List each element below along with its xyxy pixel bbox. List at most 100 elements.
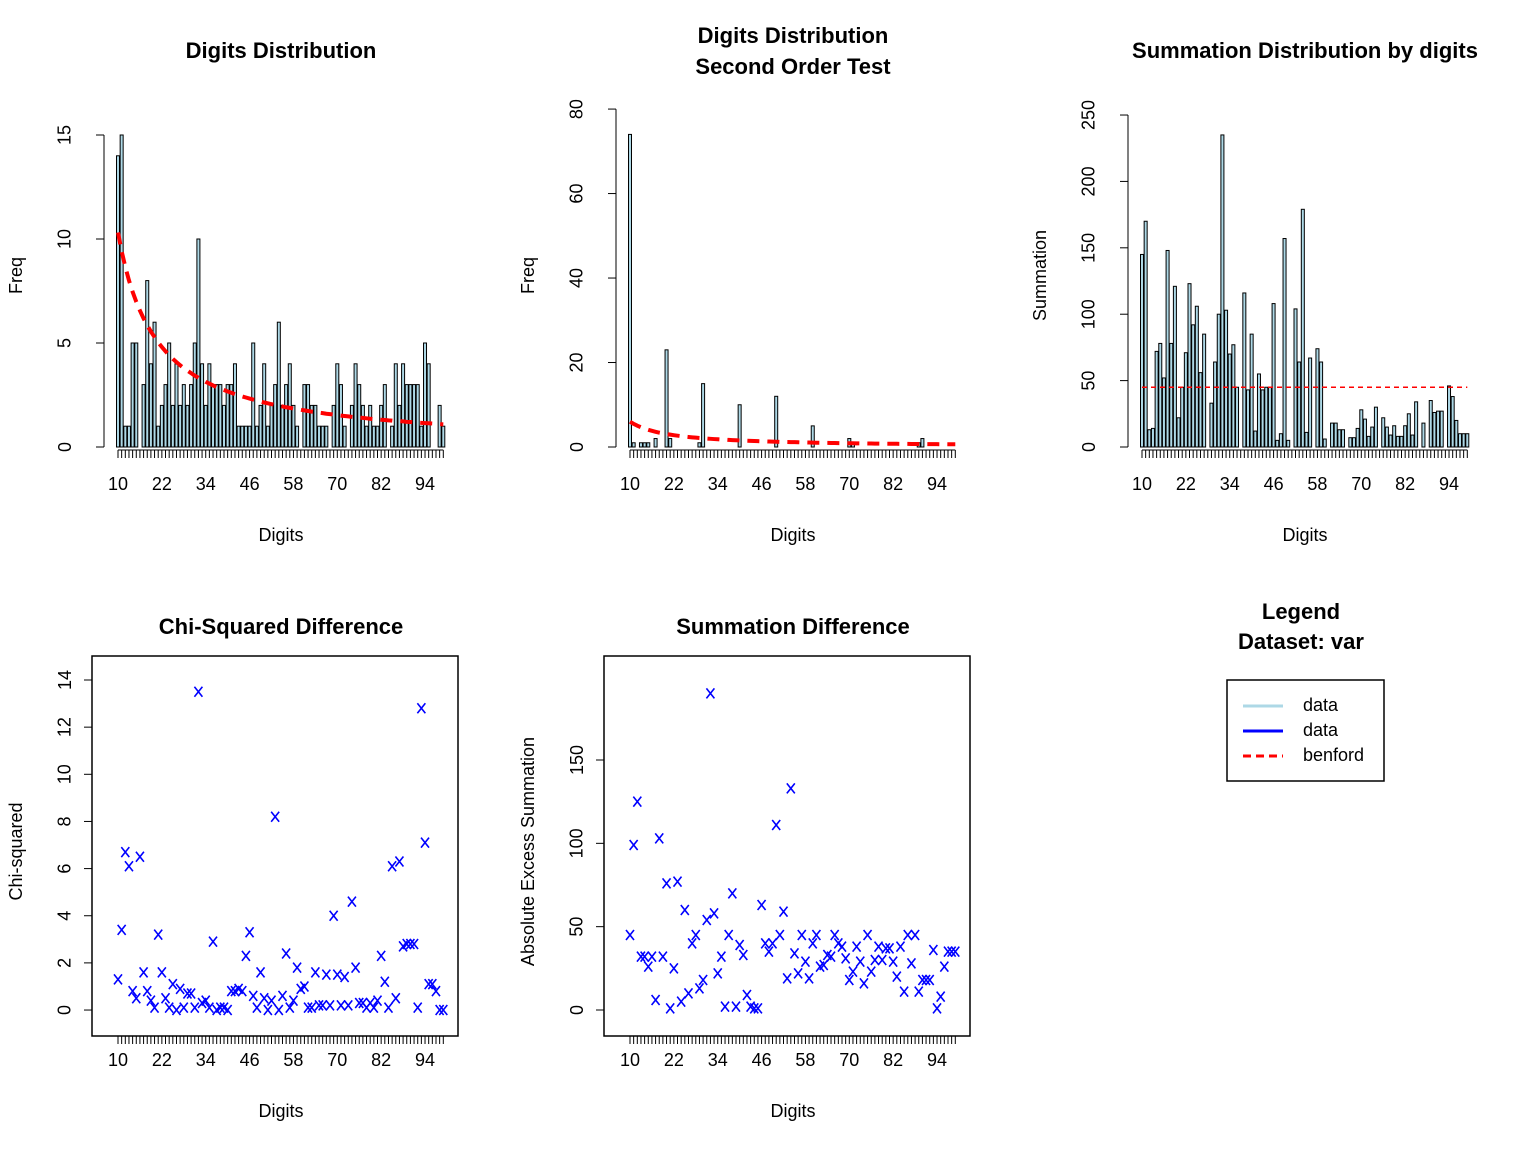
y-tick-label: 2 bbox=[55, 958, 75, 968]
bar bbox=[196, 238, 201, 448]
point bbox=[694, 982, 705, 994]
point bbox=[844, 974, 854, 986]
point bbox=[760, 937, 770, 949]
bar bbox=[379, 404, 384, 448]
point bbox=[175, 983, 185, 995]
point bbox=[665, 1002, 675, 1014]
chart-title: Digits Distribution bbox=[698, 23, 889, 48]
y-tick-label: 80 bbox=[567, 99, 587, 119]
bar bbox=[331, 404, 336, 448]
bar bbox=[1183, 352, 1188, 448]
point bbox=[819, 959, 829, 971]
bar bbox=[254, 425, 259, 448]
point bbox=[691, 929, 701, 941]
bar bbox=[1300, 208, 1305, 448]
point bbox=[778, 906, 789, 918]
point bbox=[782, 972, 792, 984]
y-tick-label: 60 bbox=[567, 184, 587, 204]
bar bbox=[1220, 134, 1225, 448]
point bbox=[171, 1004, 182, 1016]
bar bbox=[320, 425, 325, 448]
bar bbox=[291, 404, 296, 448]
point bbox=[318, 999, 328, 1011]
bar bbox=[1330, 422, 1335, 448]
point bbox=[402, 938, 412, 950]
point bbox=[325, 999, 335, 1011]
bar bbox=[1140, 253, 1144, 448]
bar bbox=[1457, 433, 1462, 448]
point bbox=[793, 967, 803, 979]
bar bbox=[701, 383, 706, 448]
bar bbox=[653, 438, 658, 448]
point bbox=[771, 819, 781, 831]
point bbox=[288, 995, 299, 1007]
point bbox=[149, 1002, 160, 1014]
point bbox=[343, 999, 353, 1011]
point bbox=[372, 995, 383, 1007]
point bbox=[438, 1004, 448, 1016]
bar bbox=[1227, 353, 1232, 448]
y-tick-label: 0 bbox=[567, 1005, 587, 1015]
point bbox=[274, 1004, 284, 1016]
point bbox=[848, 966, 858, 978]
bar bbox=[1194, 305, 1199, 448]
bar bbox=[668, 438, 673, 448]
bar bbox=[295, 425, 300, 448]
point bbox=[658, 951, 668, 963]
bar bbox=[247, 425, 252, 448]
x-axis-title: Digits bbox=[1282, 525, 1327, 545]
x-tick-label: 70 bbox=[839, 474, 859, 494]
point bbox=[680, 904, 690, 916]
bar bbox=[423, 342, 428, 448]
point bbox=[735, 939, 745, 951]
point bbox=[936, 991, 946, 1003]
bar bbox=[1384, 426, 1389, 448]
bar bbox=[737, 404, 742, 448]
y-tick-label: 12 bbox=[55, 717, 75, 737]
bar bbox=[357, 384, 362, 448]
x-tick-label: 46 bbox=[1264, 474, 1284, 494]
bar bbox=[1315, 348, 1320, 448]
point bbox=[383, 1002, 394, 1014]
point bbox=[131, 992, 141, 1004]
bar bbox=[364, 425, 369, 448]
point bbox=[339, 971, 350, 983]
x-tick-label: 82 bbox=[883, 474, 903, 494]
point bbox=[179, 1002, 189, 1014]
bar bbox=[262, 363, 267, 448]
bar bbox=[178, 404, 183, 448]
bar bbox=[119, 134, 124, 448]
bar bbox=[1348, 437, 1353, 448]
bar bbox=[273, 384, 278, 448]
point bbox=[947, 946, 957, 958]
point bbox=[431, 985, 441, 997]
bar bbox=[774, 395, 779, 448]
bar bbox=[1275, 439, 1280, 448]
point bbox=[899, 986, 909, 998]
point bbox=[632, 796, 642, 808]
y-tick-label: 0 bbox=[1079, 442, 1099, 452]
point bbox=[943, 946, 953, 958]
bar bbox=[145, 280, 150, 448]
point bbox=[387, 860, 397, 872]
bar bbox=[1249, 333, 1254, 448]
y-axis-title: Chi-squared bbox=[6, 802, 26, 900]
point bbox=[851, 941, 862, 953]
bar bbox=[317, 425, 322, 448]
y-tick-label: 200 bbox=[1079, 166, 1099, 196]
point bbox=[939, 961, 949, 973]
point bbox=[394, 856, 405, 868]
bar bbox=[1242, 292, 1247, 448]
point bbox=[204, 1002, 214, 1014]
bar bbox=[116, 155, 120, 448]
bar bbox=[1161, 377, 1166, 448]
point bbox=[299, 980, 310, 992]
bar bbox=[1454, 419, 1459, 448]
point bbox=[903, 929, 913, 941]
bar bbox=[349, 404, 354, 448]
bar bbox=[1293, 308, 1298, 448]
point bbox=[808, 937, 818, 949]
point bbox=[932, 1002, 942, 1014]
point bbox=[164, 1002, 174, 1014]
y-tick-label: 50 bbox=[1079, 371, 1099, 391]
